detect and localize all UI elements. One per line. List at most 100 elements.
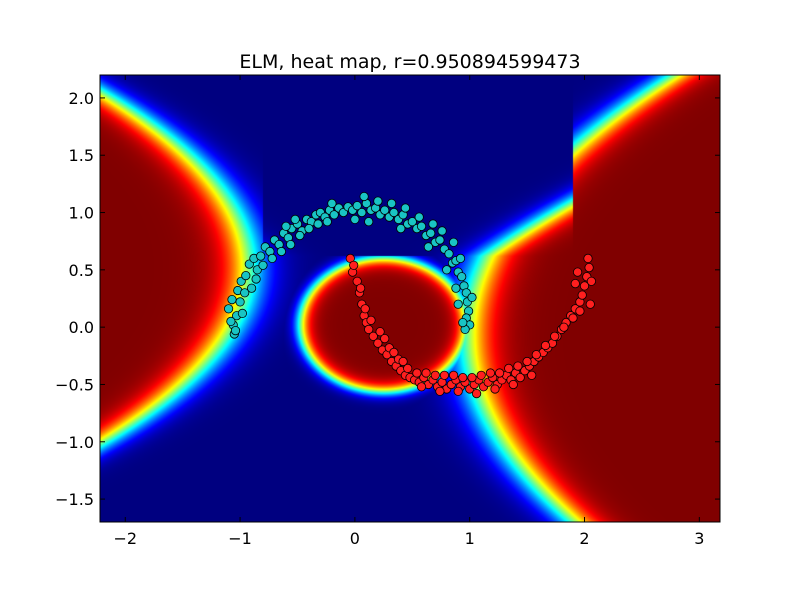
y-tick-label: −1.5 [55,490,94,509]
plot-area [99,74,721,523]
point-class-b [458,372,468,383]
point-class-a [359,191,369,202]
point-class-a [373,196,383,206]
point-class-a [437,226,447,236]
point-class-b [583,253,593,263]
point-class-a [423,242,433,252]
point-class-a [226,316,236,326]
point-class-a [352,201,362,211]
point-class-a [386,198,397,208]
point-class-a [435,235,445,245]
point-class-b [584,262,594,273]
point-class-b [490,384,500,394]
point-class-b [355,283,366,293]
y-tick-label: 0.5 [69,261,94,280]
point-class-b [467,372,477,383]
point-class-a [285,240,296,250]
point-class-a [322,217,332,227]
point-class-b [522,356,532,367]
point-class-b [453,386,463,396]
point-class-b [412,368,422,378]
point-class-b [403,363,413,373]
point-class-a [251,274,261,284]
point-class-b [485,368,495,378]
point-class-b [504,363,514,373]
point-class-b [373,338,383,348]
point-class-a [276,246,286,257]
y-tick-label: 0.0 [69,318,94,337]
point-class-b [389,347,399,357]
point-class-a [467,292,477,302]
point-class-b [515,372,525,383]
point-class-a [227,294,237,305]
point-class-b [586,276,597,286]
point-class-b [375,327,385,337]
point-class-a [327,198,337,208]
point-class-b [540,340,551,351]
point-class-a [457,272,467,282]
point-class-a [329,210,339,220]
point-class-a [267,253,277,263]
point-class-a [451,283,461,293]
point-class-a [241,270,251,281]
point-class-a [290,214,300,224]
point-class-b [398,356,408,367]
point-class-b [416,382,427,392]
point-class-a [428,219,438,229]
point-class-b [513,361,523,371]
y-tick-label: 1.0 [69,204,94,223]
point-class-b [527,370,537,380]
point-class-b [568,313,578,323]
x-tick-label: 1 [465,529,475,548]
point-class-a [304,224,314,234]
point-class-a [237,308,247,318]
y-tick-label: 2.0 [69,89,94,108]
point-class-a [400,203,410,213]
x-axis: −2 −1 0 1 2 3 [113,75,704,548]
point-class-a [380,205,390,215]
scatter-points [224,191,597,399]
point-class-b [508,379,518,390]
point-class-a [357,207,367,218]
point-class-b [360,304,370,314]
point-class-a [256,251,266,261]
point-class-b [476,370,486,380]
point-class-a [350,214,360,224]
point-class-a [426,228,436,238]
point-class-a [364,217,374,227]
point-class-a [414,212,424,222]
point-class-b [421,368,431,378]
y-tick-label: −1.0 [55,433,94,452]
x-tick-label: 3 [694,529,704,548]
point-class-b [448,370,459,380]
point-class-b [559,322,569,332]
chart-title: ELM, heat map, r=0.950894599473 [239,51,580,73]
point-class-b [572,267,583,277]
point-class-a [389,207,399,218]
point-class-b [575,306,585,316]
point-class-b [439,370,449,380]
point-class-a [281,221,291,231]
point-class-a [224,304,234,314]
point-class-b [364,324,374,334]
point-class-a [396,224,406,234]
x-tick-label: −2 [113,529,137,548]
point-class-a [407,217,417,227]
point-class-b [531,350,541,360]
point-class-b [366,315,376,325]
point-class-a [230,325,241,336]
point-class-b [550,331,560,341]
point-class-a [448,237,459,247]
axes-frame [99,74,721,523]
point-class-a [295,230,305,241]
point-class-a [416,221,427,231]
x-tick-label: 0 [350,529,360,548]
x-tick-label: −1 [228,529,252,548]
point-class-a [235,297,245,307]
point-class-b [579,281,590,291]
point-class-b [471,388,482,399]
point-class-a [247,283,257,293]
y-axis: −1.5 −1.0 −0.5 0.0 0.5 1.0 1.5 2.0 [55,89,720,509]
y-tick-label: −0.5 [55,375,94,394]
